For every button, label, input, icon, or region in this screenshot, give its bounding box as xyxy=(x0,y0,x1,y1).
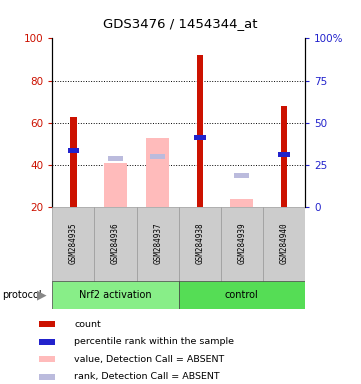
Bar xyxy=(136,207,179,282)
Text: ▶: ▶ xyxy=(37,288,46,301)
Text: GSM284939: GSM284939 xyxy=(238,222,246,264)
Bar xyxy=(52,207,95,282)
Bar xyxy=(278,152,290,157)
Bar xyxy=(39,374,55,380)
Bar xyxy=(179,207,221,282)
Text: GSM284938: GSM284938 xyxy=(195,222,204,264)
Bar xyxy=(179,281,305,309)
Bar xyxy=(194,135,206,140)
Text: GSM284936: GSM284936 xyxy=(111,222,120,264)
Bar xyxy=(39,321,55,327)
Bar xyxy=(230,199,253,207)
Text: GDS3476 / 1454344_at: GDS3476 / 1454344_at xyxy=(103,17,258,30)
Bar xyxy=(104,163,127,207)
Bar xyxy=(150,154,165,159)
Bar xyxy=(39,339,55,344)
Bar xyxy=(235,173,249,178)
Text: rank, Detection Call = ABSENT: rank, Detection Call = ABSENT xyxy=(74,372,220,381)
Text: Nrf2 activation: Nrf2 activation xyxy=(79,290,152,300)
Bar xyxy=(281,106,287,207)
Bar xyxy=(146,138,169,207)
Bar xyxy=(263,207,305,282)
Bar xyxy=(221,207,263,282)
Bar xyxy=(52,281,179,309)
Text: GSM284937: GSM284937 xyxy=(153,222,162,264)
Text: GSM284935: GSM284935 xyxy=(69,222,78,264)
Text: percentile rank within the sample: percentile rank within the sample xyxy=(74,337,234,346)
Bar xyxy=(95,207,136,282)
Text: GSM284940: GSM284940 xyxy=(279,222,288,264)
Text: value, Detection Call = ABSENT: value, Detection Call = ABSENT xyxy=(74,355,225,364)
Bar xyxy=(39,356,55,362)
Text: protocol: protocol xyxy=(2,290,42,300)
Text: count: count xyxy=(74,319,101,329)
Bar xyxy=(108,156,123,161)
Text: control: control xyxy=(225,290,259,300)
Bar xyxy=(70,117,77,207)
Bar xyxy=(68,148,79,153)
Bar xyxy=(197,55,203,207)
